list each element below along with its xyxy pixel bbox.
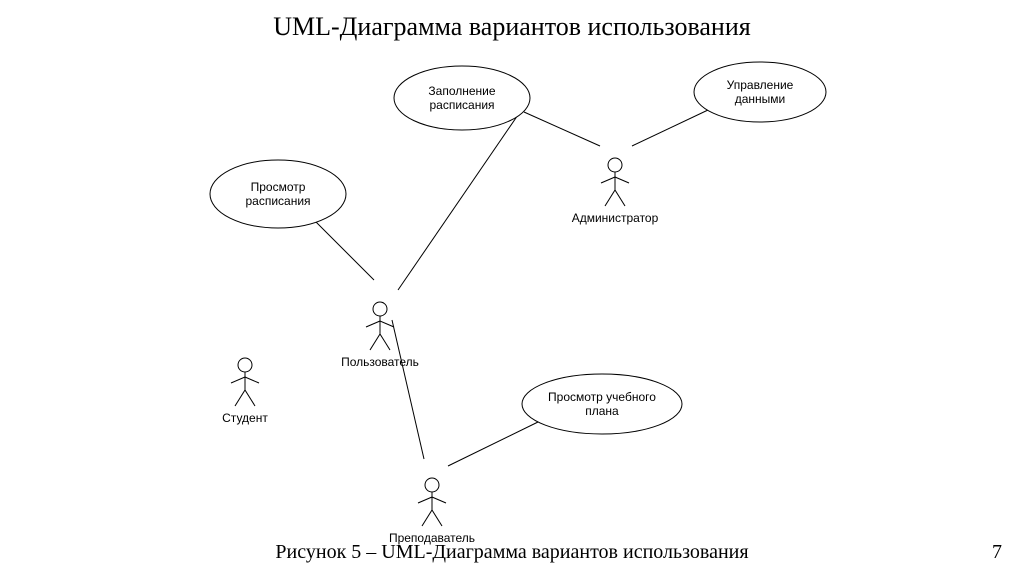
uml-usecase-diagram: ПросмотррасписанияЗаполнениерасписанияУп… (0, 0, 1024, 574)
actor-teacher: Преподаватель (389, 478, 475, 545)
usecase-label: данными (735, 92, 786, 106)
usecase-label: расписания (429, 98, 494, 112)
figure-caption: Рисунок 5 – UML-Диаграмма вариантов испо… (0, 541, 1024, 564)
actor-user: Пользователь (341, 302, 419, 369)
edge (632, 110, 708, 146)
edge (316, 222, 374, 280)
actor-admin: Администратор (572, 158, 659, 225)
usecase-label: Просмотр (251, 180, 306, 194)
actor-label: Администратор (572, 211, 659, 225)
actor-student: Студент (222, 358, 268, 425)
page-number: 7 (992, 541, 1002, 564)
edge (524, 112, 600, 146)
edge (398, 112, 520, 290)
actor-label: Пользователь (341, 355, 419, 369)
usecase-label: Управление (727, 78, 794, 92)
usecase-label: Просмотр учебного (548, 390, 656, 404)
usecase-label: плана (585, 404, 619, 418)
edge (448, 422, 538, 466)
usecase-label: Заполнение (428, 84, 495, 98)
edge (392, 320, 424, 459)
diagram-stage: UML-Диаграмма вариантов использования Пр… (0, 0, 1024, 574)
usecase-label: расписания (245, 194, 310, 208)
actor-label: Студент (222, 411, 268, 425)
